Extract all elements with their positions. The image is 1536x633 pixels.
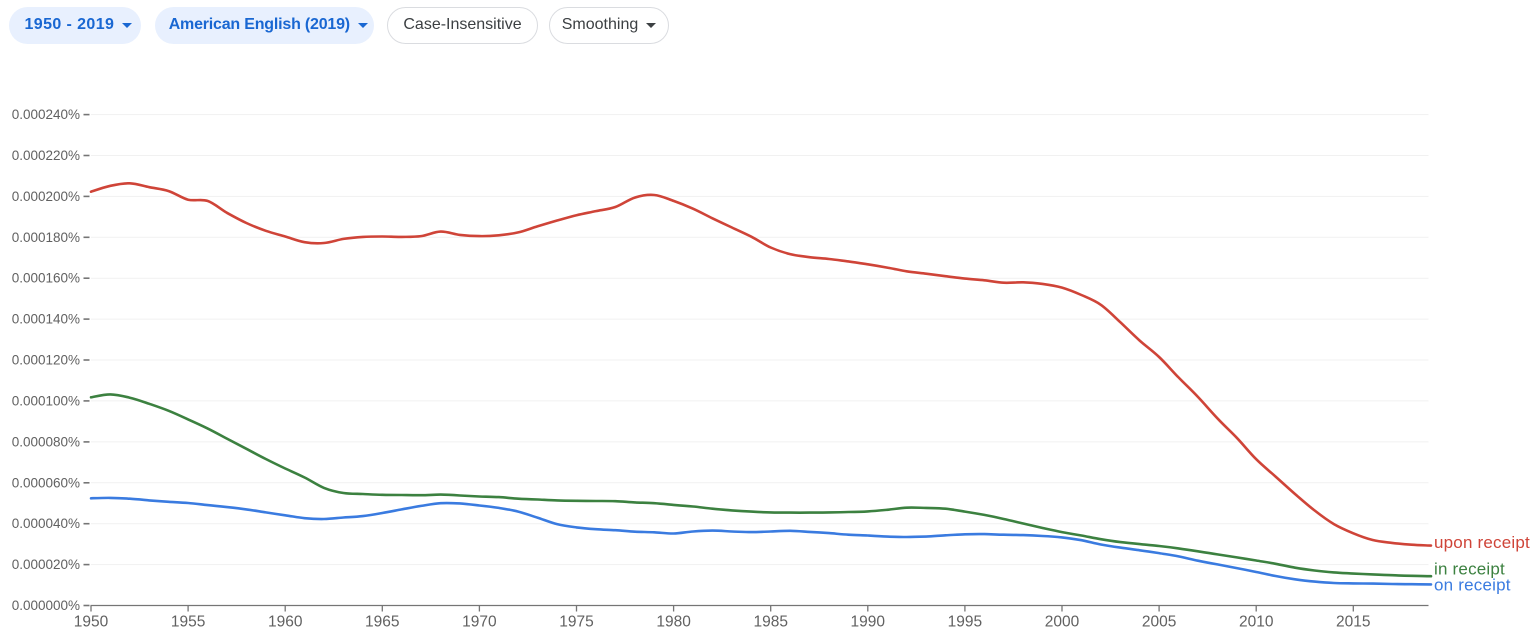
svg-text:1970: 1970 xyxy=(462,614,497,631)
svg-text:on receipt: on receipt xyxy=(1434,576,1511,595)
svg-text:1950: 1950 xyxy=(74,614,109,631)
svg-text:0.000200%: 0.000200% xyxy=(12,189,80,204)
svg-text:2000: 2000 xyxy=(1045,614,1080,631)
svg-text:1955: 1955 xyxy=(171,614,205,631)
svg-text:2015: 2015 xyxy=(1336,614,1370,631)
svg-text:0.000120%: 0.000120% xyxy=(12,353,80,368)
svg-text:1960: 1960 xyxy=(268,614,303,631)
svg-text:1990: 1990 xyxy=(851,614,886,631)
svg-text:1985: 1985 xyxy=(753,614,787,631)
svg-text:0.000020%: 0.000020% xyxy=(12,557,80,572)
svg-text:0.000140%: 0.000140% xyxy=(12,312,80,327)
svg-text:1965: 1965 xyxy=(365,614,399,631)
svg-text:upon receipt: upon receipt xyxy=(1434,533,1530,552)
svg-text:in receipt: in receipt xyxy=(1434,560,1505,579)
svg-text:0.000220%: 0.000220% xyxy=(12,148,80,163)
svg-text:0.000060%: 0.000060% xyxy=(12,475,80,490)
svg-text:1975: 1975 xyxy=(559,614,593,631)
svg-text:0.000160%: 0.000160% xyxy=(12,271,80,286)
svg-text:0.000180%: 0.000180% xyxy=(12,230,80,245)
svg-text:0.000040%: 0.000040% xyxy=(12,516,80,531)
svg-text:2005: 2005 xyxy=(1142,614,1176,631)
svg-text:1995: 1995 xyxy=(948,614,982,631)
svg-text:2010: 2010 xyxy=(1239,614,1274,631)
svg-text:1980: 1980 xyxy=(656,614,691,631)
svg-text:0.000100%: 0.000100% xyxy=(12,393,80,408)
svg-text:0.000000%: 0.000000% xyxy=(12,598,80,613)
svg-text:0.000080%: 0.000080% xyxy=(12,434,80,449)
svg-text:0.000240%: 0.000240% xyxy=(12,107,80,122)
